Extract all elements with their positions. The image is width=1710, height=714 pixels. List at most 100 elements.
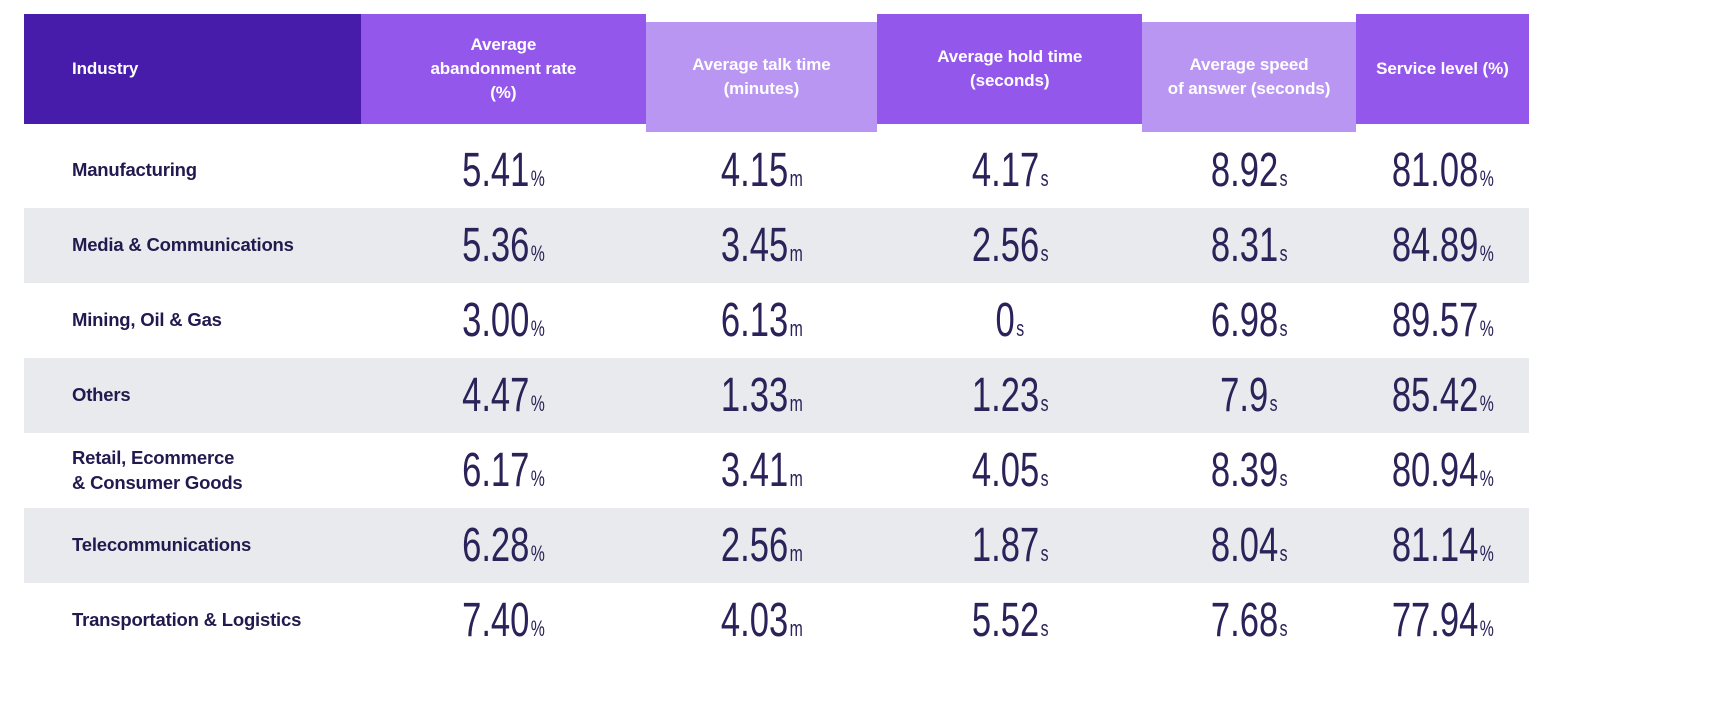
metric-number: 7.68 (1210, 594, 1278, 647)
metric-value: 3.00% (361, 293, 645, 348)
metric-value: 4.47% (361, 368, 645, 423)
industry-name: Manufacturing (72, 159, 197, 181)
metric-value: 6.13m (646, 293, 878, 348)
metric-number: 4.05 (971, 444, 1039, 497)
metric-value: 8.31s (1142, 218, 1356, 273)
metric-value: 77.94% (1356, 593, 1529, 648)
metric-unit: s (1279, 316, 1288, 341)
metric-value: 2.56s (877, 218, 1142, 273)
industry-name: Retail, Ecommerce & Consumer Goods (72, 446, 243, 493)
metric-value: 81.14% (1356, 518, 1529, 573)
metric-unit: s (1040, 166, 1049, 191)
industry-name: Mining, Oil & Gas (72, 309, 222, 331)
metric-value: 5.41% (361, 143, 645, 198)
metric-unit: m (789, 616, 803, 641)
header-service-level: Service level (%) (1355, 14, 1529, 124)
metric-unit: s (1040, 541, 1049, 566)
metric-value: 6.28% (361, 518, 645, 573)
metric-unit: % (530, 616, 545, 641)
metric-unit: s (1279, 466, 1288, 491)
metric-number: 1.33 (720, 369, 788, 422)
metric-value: 7.9s (1142, 368, 1356, 423)
metric-value: 80.94% (1356, 443, 1529, 498)
metric-unit: s (1016, 316, 1025, 341)
metric-number: 3.00 (461, 294, 530, 347)
metric-value: 7.68s (1142, 593, 1356, 648)
metric-value: 4.15m (646, 143, 878, 198)
metric-number: 6.13 (720, 294, 788, 347)
metric-number: 84.89 (1391, 219, 1478, 272)
metric-value: 7.40% (361, 593, 645, 648)
header-talk-time: Average talk time (minutes) (645, 22, 878, 132)
metric-value: 3.41m (646, 443, 878, 498)
metric-number: 85.42 (1391, 369, 1478, 422)
metric-unit: % (1479, 391, 1494, 416)
industry-name: Others (72, 384, 131, 406)
metric-unit: % (530, 241, 545, 266)
metric-unit: s (1279, 616, 1288, 641)
metric-unit: m (789, 466, 803, 491)
metric-value: 8.39s (1142, 443, 1356, 498)
metric-number: 8.31 (1210, 219, 1278, 272)
table-body: Manufacturing 5.41% 4.15m 4.17s 8.92s 81.08% M… (24, 133, 1529, 658)
industry-name: Transportation & Logistics (72, 609, 302, 631)
metric-value: 2.56m (646, 518, 878, 573)
header-speed-of-answer: Average speed of answer (seconds) (1142, 22, 1356, 132)
metric-number: 6.17 (461, 444, 530, 497)
metric-number: 6.28 (461, 519, 530, 572)
metric-unit: s (1279, 541, 1288, 566)
metric-unit: s (1040, 616, 1049, 641)
metric-value: 1.33m (646, 368, 878, 423)
metric-value: 5.36% (361, 218, 645, 273)
metric-value: 84.89% (1356, 218, 1529, 273)
metric-value: 5.52s (877, 593, 1142, 648)
metric-unit: % (1479, 541, 1494, 566)
table-row: Media & Communications 5.36% 3.45m 2.56s 8.3… (24, 208, 1529, 283)
metric-value: 89.57% (1356, 293, 1529, 348)
metric-value: 4.17s (877, 143, 1142, 198)
metric-unit: % (530, 466, 545, 491)
metric-number: 77.94 (1391, 594, 1478, 647)
metric-value: 8.04s (1142, 518, 1356, 573)
metric-unit: % (1479, 616, 1494, 641)
table-row: Mining, Oil & Gas 3.00% 6.13m 0s 6.98s 89.57% (24, 283, 1529, 358)
metric-number: 4.47 (461, 369, 530, 422)
metric-value: 3.45m (646, 218, 878, 273)
table-row: Retail, Ecommerce & Consumer Goods 6.17% 3… (24, 433, 1529, 508)
industry-metrics-table: Industry Average abandonment rate (%) Av… (24, 14, 1529, 658)
metric-number: 5.36 (461, 219, 530, 272)
metric-number: 5.41 (461, 144, 530, 197)
metric-unit: % (530, 316, 545, 341)
metric-number: 8.92 (1210, 144, 1278, 197)
metric-unit: s (1269, 391, 1278, 416)
metric-number: 81.08 (1391, 144, 1478, 197)
metric-number: 2.56 (971, 219, 1039, 272)
metric-value: 6.98s (1142, 293, 1356, 348)
metric-unit: % (1479, 466, 1494, 491)
metric-unit: m (789, 316, 803, 341)
metric-unit: m (789, 391, 803, 416)
metric-unit: % (1479, 241, 1494, 266)
metric-number: 81.14 (1391, 519, 1478, 572)
industry-name: Media & Communications (72, 234, 294, 256)
metric-number: 0 (995, 294, 1015, 347)
metric-value: 81.08% (1356, 143, 1529, 198)
metric-number: 6.98 (1210, 294, 1278, 347)
metric-value: 4.03m (646, 593, 878, 648)
metric-number: 4.03 (720, 594, 788, 647)
metric-number: 3.41 (720, 444, 788, 497)
metric-unit: m (789, 541, 803, 566)
metric-number: 8.39 (1210, 444, 1278, 497)
table-row: Manufacturing 5.41% 4.15m 4.17s 8.92 s 81.08% (24, 133, 1529, 208)
metric-unit: m (789, 166, 803, 191)
table-row: Transportation & Logistics 7.40% 4.03m 5.52… (24, 583, 1529, 658)
header-abandonment-rate: Average abandonment rate (%) (361, 14, 646, 124)
metric-number: 1.23 (971, 369, 1039, 422)
metric-unit: s (1040, 241, 1049, 266)
metric-number: 80.94 (1391, 444, 1478, 497)
metric-unit: % (1479, 316, 1494, 341)
metric-unit: s (1040, 466, 1049, 491)
metric-value: 1.87s (877, 518, 1142, 573)
metric-number: 5.52 (971, 594, 1039, 647)
metric-value: 1.23s (877, 368, 1142, 423)
